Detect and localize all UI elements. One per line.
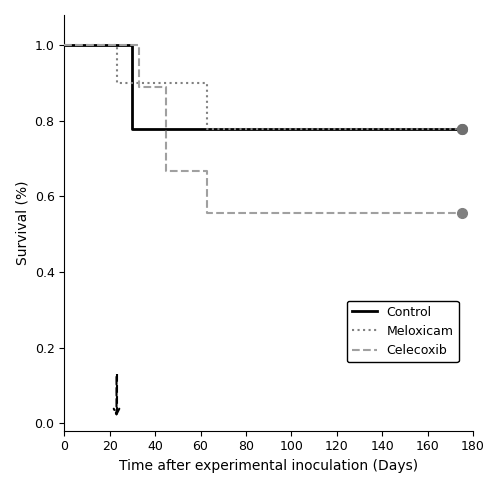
X-axis label: Time after experimental inoculation (Days): Time after experimental inoculation (Day… (119, 459, 418, 473)
Legend: Control, Meloxicam, Celecoxib: Control, Meloxicam, Celecoxib (346, 301, 459, 362)
Y-axis label: Survival (%): Survival (%) (15, 181, 29, 265)
